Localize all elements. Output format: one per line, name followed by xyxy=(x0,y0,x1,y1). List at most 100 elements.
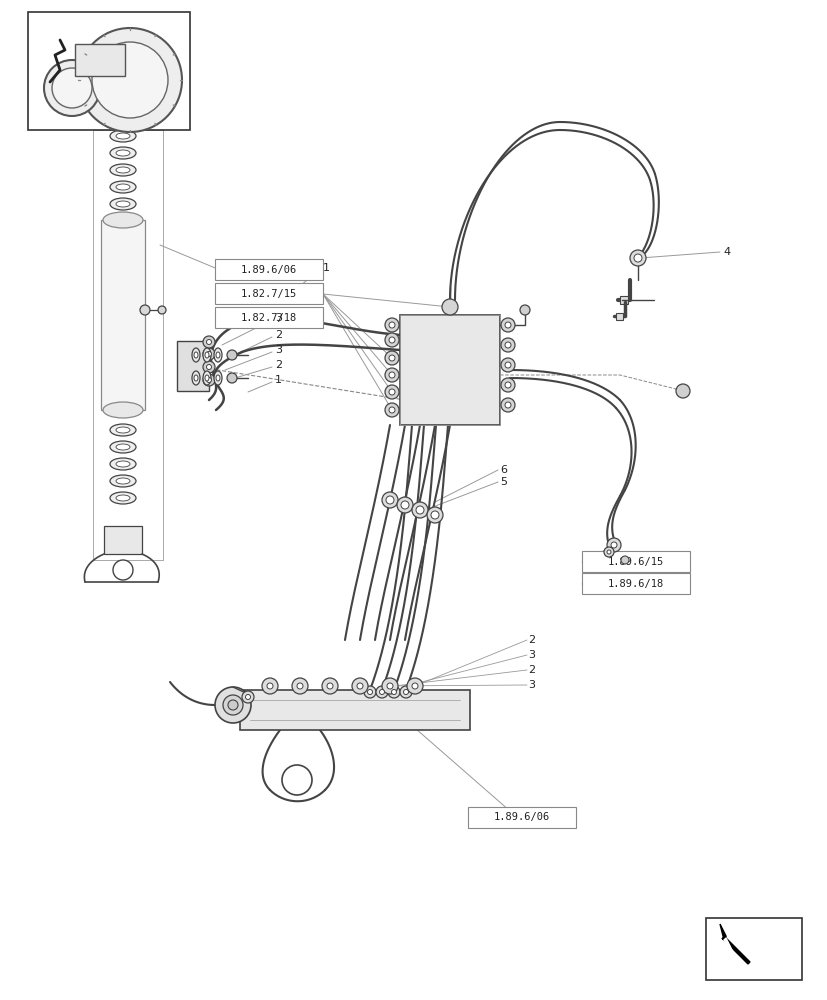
Circle shape xyxy=(675,384,689,398)
Circle shape xyxy=(227,700,237,710)
Circle shape xyxy=(412,502,428,518)
Circle shape xyxy=(504,322,510,328)
Bar xyxy=(619,296,627,304)
Ellipse shape xyxy=(116,116,130,122)
Ellipse shape xyxy=(192,348,200,362)
Circle shape xyxy=(206,364,211,369)
Bar xyxy=(581,551,689,572)
Circle shape xyxy=(633,254,641,262)
Circle shape xyxy=(610,542,616,548)
Circle shape xyxy=(386,683,393,689)
Circle shape xyxy=(504,402,510,408)
Circle shape xyxy=(442,299,457,315)
Ellipse shape xyxy=(110,475,136,487)
Circle shape xyxy=(431,511,438,519)
Bar xyxy=(28,12,189,130)
Circle shape xyxy=(385,351,399,365)
Ellipse shape xyxy=(116,427,130,433)
Text: 1.89.6/06: 1.89.6/06 xyxy=(493,812,549,822)
Circle shape xyxy=(412,683,418,689)
Ellipse shape xyxy=(116,444,130,450)
Circle shape xyxy=(261,678,278,694)
Circle shape xyxy=(245,694,251,700)
Circle shape xyxy=(385,496,394,504)
Ellipse shape xyxy=(110,113,136,125)
Circle shape xyxy=(385,333,399,347)
Ellipse shape xyxy=(116,133,130,139)
Text: 6: 6 xyxy=(500,465,506,475)
Circle shape xyxy=(389,337,394,343)
Circle shape xyxy=(356,683,362,689)
Bar xyxy=(215,259,323,280)
Bar xyxy=(177,341,208,391)
Ellipse shape xyxy=(203,371,211,385)
Circle shape xyxy=(203,361,215,373)
Polygon shape xyxy=(723,938,737,962)
Bar xyxy=(399,315,500,425)
Text: 4: 4 xyxy=(722,247,729,257)
Text: 3: 3 xyxy=(275,313,282,323)
Circle shape xyxy=(389,407,394,413)
Circle shape xyxy=(367,690,372,694)
Ellipse shape xyxy=(116,478,130,484)
Circle shape xyxy=(78,28,182,132)
Circle shape xyxy=(403,690,408,694)
Circle shape xyxy=(399,686,412,698)
Circle shape xyxy=(227,373,237,383)
Text: 1.89.6/15: 1.89.6/15 xyxy=(607,556,663,566)
Circle shape xyxy=(391,690,396,694)
Circle shape xyxy=(92,42,168,118)
Ellipse shape xyxy=(216,352,220,358)
Circle shape xyxy=(400,501,409,509)
Circle shape xyxy=(375,686,388,698)
Ellipse shape xyxy=(216,375,220,381)
Circle shape xyxy=(282,765,312,795)
Ellipse shape xyxy=(110,198,136,210)
Ellipse shape xyxy=(110,130,136,142)
Circle shape xyxy=(206,377,211,382)
Circle shape xyxy=(415,506,423,514)
Text: 2: 2 xyxy=(275,330,282,340)
Circle shape xyxy=(227,350,237,360)
Circle shape xyxy=(203,336,215,348)
Circle shape xyxy=(389,389,394,395)
Circle shape xyxy=(44,60,100,116)
Ellipse shape xyxy=(110,424,136,436)
Circle shape xyxy=(297,683,303,689)
Text: 5: 5 xyxy=(500,477,506,487)
Circle shape xyxy=(385,368,399,382)
Circle shape xyxy=(504,342,510,348)
Circle shape xyxy=(203,374,215,386)
Circle shape xyxy=(327,683,332,689)
Circle shape xyxy=(292,678,308,694)
Circle shape xyxy=(389,355,394,361)
Ellipse shape xyxy=(203,348,211,362)
Text: 1.82.7/18: 1.82.7/18 xyxy=(241,312,297,322)
Bar xyxy=(705,918,801,980)
Circle shape xyxy=(266,683,273,689)
Text: 1: 1 xyxy=(275,375,282,385)
Bar xyxy=(104,526,141,554)
Bar xyxy=(615,313,622,320)
Circle shape xyxy=(52,68,92,108)
Circle shape xyxy=(407,678,423,694)
Ellipse shape xyxy=(110,164,136,176)
Circle shape xyxy=(206,352,211,357)
Circle shape xyxy=(500,398,514,412)
Circle shape xyxy=(629,250,645,266)
Text: 3: 3 xyxy=(275,345,282,355)
Ellipse shape xyxy=(116,167,130,173)
Circle shape xyxy=(500,318,514,332)
Text: 1.89.6/06: 1.89.6/06 xyxy=(241,264,297,274)
Circle shape xyxy=(241,691,254,703)
Ellipse shape xyxy=(213,348,222,362)
Circle shape xyxy=(385,318,399,332)
Ellipse shape xyxy=(116,184,130,190)
Circle shape xyxy=(322,678,337,694)
Circle shape xyxy=(158,306,165,314)
Bar xyxy=(581,573,689,594)
Circle shape xyxy=(500,378,514,392)
Ellipse shape xyxy=(110,96,136,108)
Text: 2: 2 xyxy=(275,360,282,370)
Bar xyxy=(93,130,163,560)
